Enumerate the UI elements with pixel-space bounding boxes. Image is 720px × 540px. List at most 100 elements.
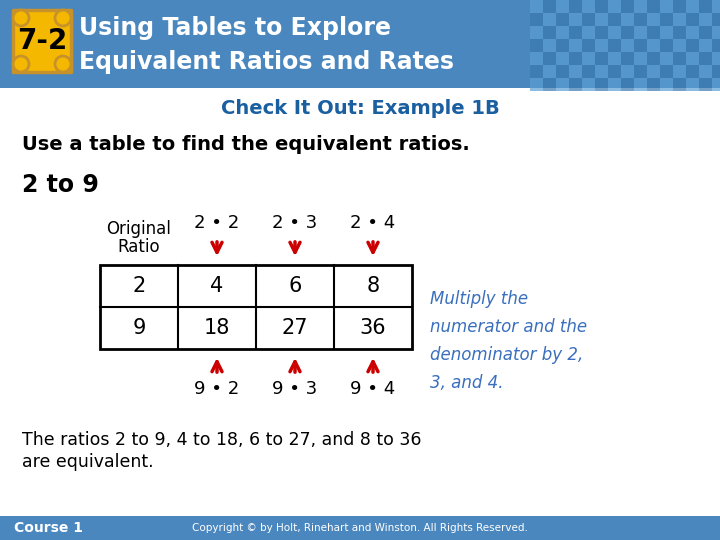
Bar [582, 78, 595, 91]
Text: 9: 9 [132, 318, 145, 338]
Bar [647, 13, 660, 26]
Bar [582, 52, 595, 65]
Bar [621, 65, 634, 78]
Text: 2 to 9: 2 to 9 [22, 173, 99, 197]
Bar [530, 13, 543, 26]
Bar [660, 0, 673, 13]
Bar [608, 65, 621, 78]
Bar [530, 78, 543, 91]
Bar [530, 65, 543, 78]
Bar [686, 0, 699, 13]
Bar [13, 10, 71, 72]
Text: are equivalent.: are equivalent. [22, 453, 153, 471]
Bar [582, 26, 595, 39]
Bar [543, 0, 556, 13]
Text: The ratios 2 to 9, 4 to 18, 6 to 27, and 8 to 36: The ratios 2 to 9, 4 to 18, 6 to 27, and… [22, 431, 421, 449]
Bar [673, 52, 686, 65]
Bar [699, 0, 712, 13]
Bar [673, 39, 686, 52]
Text: Using Tables to Explore: Using Tables to Explore [79, 16, 391, 40]
Bar [582, 65, 595, 78]
Bar [712, 65, 720, 78]
Bar [0, 516, 720, 540]
Bar [595, 13, 608, 26]
Bar [673, 78, 686, 91]
Bar [543, 78, 556, 91]
Bar [621, 39, 634, 52]
Bar [699, 26, 712, 39]
Bar [673, 26, 686, 39]
Bar [660, 26, 673, 39]
Bar [543, 13, 556, 26]
Bar [608, 39, 621, 52]
Text: 2 • 3: 2 • 3 [272, 214, 318, 232]
Text: 4: 4 [210, 276, 224, 296]
Bar [660, 78, 673, 91]
Bar [634, 65, 647, 78]
Bar [582, 13, 595, 26]
Bar [595, 39, 608, 52]
Bar [569, 13, 582, 26]
Ellipse shape [13, 10, 29, 26]
Text: 7-2: 7-2 [17, 27, 67, 55]
Text: Multiply the
numerator and the
denominator by 2,
3, and 4.: Multiply the numerator and the denominat… [430, 290, 587, 392]
Text: Course 1: Course 1 [14, 521, 83, 535]
Bar [608, 26, 621, 39]
Bar [634, 52, 647, 65]
Bar [660, 39, 673, 52]
Text: Copyright © by Holt, Rinehart and Winston. All Rights Reserved.: Copyright © by Holt, Rinehart and Winsto… [192, 523, 528, 533]
Bar [543, 65, 556, 78]
Bar [686, 26, 699, 39]
Bar [673, 13, 686, 26]
Bar [699, 13, 712, 26]
Bar [621, 52, 634, 65]
Bar [660, 52, 673, 65]
Bar [582, 0, 595, 13]
Bar [569, 52, 582, 65]
Bar [634, 26, 647, 39]
Bar [569, 65, 582, 78]
Bar [569, 39, 582, 52]
Bar [582, 39, 595, 52]
Ellipse shape [55, 56, 71, 72]
Bar [686, 65, 699, 78]
Text: 9 • 3: 9 • 3 [272, 380, 318, 398]
Bar [621, 26, 634, 39]
Bar [647, 26, 660, 39]
Bar [0, 0, 720, 88]
Text: Check It Out: Example 1B: Check It Out: Example 1B [220, 98, 500, 118]
Bar [699, 78, 712, 91]
Bar [699, 52, 712, 65]
Text: 2: 2 [132, 276, 145, 296]
Bar [569, 0, 582, 13]
Bar [686, 78, 699, 91]
Bar [595, 78, 608, 91]
Bar [530, 52, 543, 65]
Bar [686, 52, 699, 65]
Bar [100, 265, 412, 349]
Bar [660, 13, 673, 26]
Text: 2 • 4: 2 • 4 [351, 214, 395, 232]
Bar [621, 78, 634, 91]
Bar [621, 13, 634, 26]
Bar [673, 65, 686, 78]
Bar [660, 65, 673, 78]
Ellipse shape [13, 56, 29, 72]
Bar [621, 0, 634, 13]
Bar [634, 0, 647, 13]
Text: Original: Original [107, 220, 171, 238]
Bar [647, 52, 660, 65]
Bar [556, 39, 569, 52]
Bar [712, 52, 720, 65]
Bar [556, 13, 569, 26]
Bar [608, 13, 621, 26]
Bar [595, 65, 608, 78]
Bar [712, 39, 720, 52]
Bar [556, 78, 569, 91]
Ellipse shape [55, 10, 71, 26]
Bar [608, 0, 621, 13]
Bar [595, 26, 608, 39]
Bar [634, 13, 647, 26]
Bar [556, 65, 569, 78]
Bar [530, 26, 543, 39]
